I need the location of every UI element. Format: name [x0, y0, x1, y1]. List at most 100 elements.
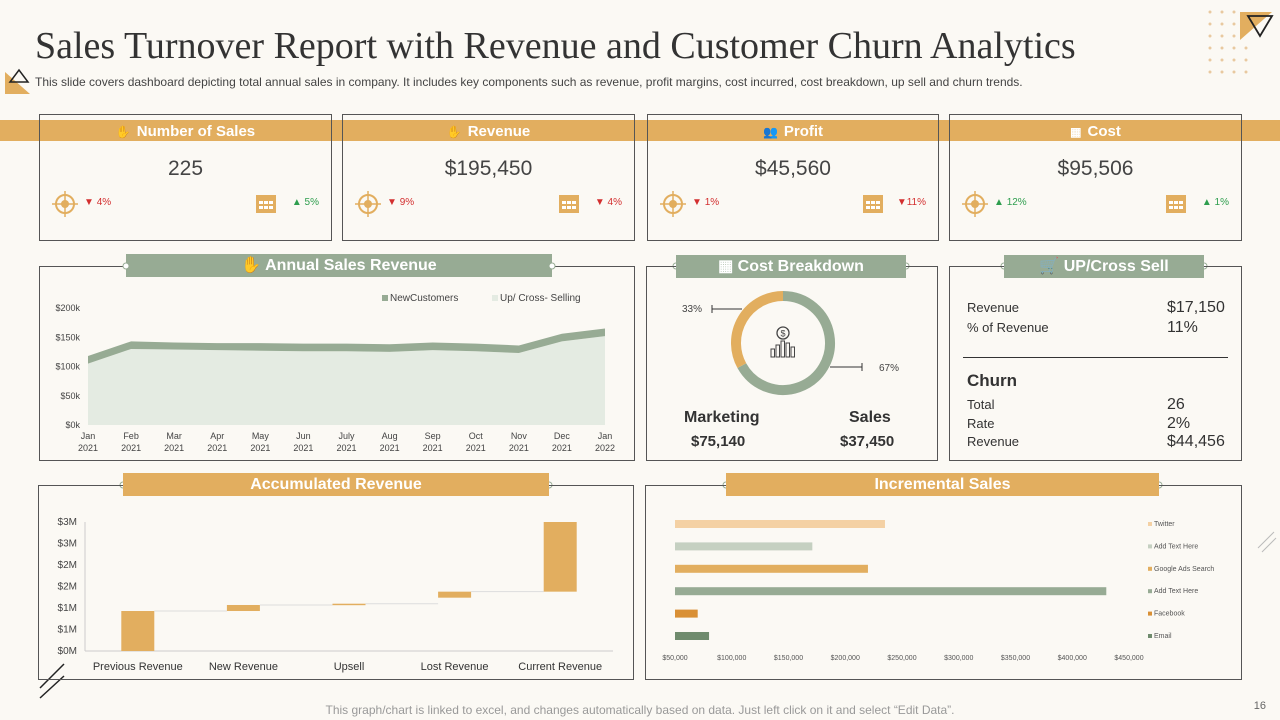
kpi-title: Cost	[1087, 123, 1121, 140]
waterfall-bar	[121, 611, 155, 651]
calendar-icon	[256, 195, 276, 213]
title-dot	[122, 262, 130, 270]
x-tick-label: $300,000	[944, 655, 973, 662]
x-tick-label: $400,000	[1058, 655, 1087, 662]
area-up-cross-selling	[88, 328, 605, 364]
people-icon: 👥	[762, 125, 778, 139]
waterfall-bar	[332, 603, 366, 606]
incremental-bar	[675, 564, 868, 573]
x-category-label: Current Revenue	[518, 661, 602, 673]
incremental-sales-title: Incremental Sales	[726, 473, 1159, 496]
kpi-title: Profit	[783, 123, 824, 140]
y-tick-label: $3M	[58, 539, 77, 550]
bar-icon	[775, 344, 780, 358]
legend-label: Add Text Here	[1154, 588, 1198, 595]
dollar-icon: $	[780, 329, 785, 339]
kpi-change-left: ▼ 9%	[387, 197, 415, 208]
incremental-bar	[675, 587, 1107, 596]
churn-total-label: Total	[967, 397, 995, 412]
sales-label: Sales	[849, 409, 891, 426]
hand-money-icon: ✋	[446, 125, 462, 139]
kpi-title: Revenue	[467, 123, 531, 140]
kpi-card-cost: ▦ Cost $95,506 ▲ 12% ▲ 1%	[949, 114, 1242, 241]
x-tick-year: 2022	[595, 443, 615, 453]
upsell-pct-label: % of Revenue	[967, 320, 1049, 335]
target-icon	[52, 191, 78, 217]
legend-swatch	[1148, 589, 1152, 594]
x-tick-year: 2021	[250, 443, 270, 453]
bar-icon	[785, 342, 790, 358]
churn-total-value: 26	[1167, 396, 1185, 413]
corner-outline-triangle-icon	[1246, 15, 1274, 38]
y-tick-label: $200k	[55, 303, 80, 313]
x-tick-month: Apr	[210, 431, 224, 441]
x-tick-year: 2021	[380, 443, 400, 453]
x-category-label: Previous Revenue	[93, 661, 183, 673]
slash-decoration	[39, 663, 65, 689]
kpi-change-right: ▼ 4%	[594, 197, 622, 208]
kpi-change-left: ▼ 1%	[692, 197, 720, 208]
waterfall-bar	[543, 522, 577, 592]
y-tick-label: $50k	[60, 391, 80, 401]
y-tick-label: $3M	[58, 517, 77, 528]
legend-swatch	[1148, 634, 1152, 638]
calendar-icon	[863, 195, 883, 213]
cost-breakdown-title: ▦ Cost Breakdown	[676, 255, 906, 278]
page-subtitle: This slide covers dashboard depicting to…	[35, 75, 1023, 89]
incremental-bar	[675, 609, 698, 618]
x-tick-month: Nov	[511, 431, 528, 441]
accumulated-revenue-title: Accumulated Revenue	[123, 473, 549, 496]
label-marketing-pct: 67%	[879, 363, 899, 374]
x-category-label: Upsell	[334, 661, 365, 673]
x-tick-year: 2021	[164, 443, 184, 453]
x-tick-label: $50,000	[662, 655, 687, 662]
kpi-change-right: ▲ 1%	[1201, 197, 1229, 208]
x-tick-month: Jan	[598, 431, 613, 441]
legend-swatch	[1148, 522, 1152, 526]
kpi-band	[0, 120, 1280, 141]
churn-revenue-value: $44,456	[1167, 433, 1225, 450]
divider	[963, 357, 1228, 358]
label-sales-pct: 33%	[682, 304, 702, 315]
sales-value: $37,450	[840, 433, 895, 450]
incremental-bar	[675, 520, 885, 528]
x-tick-month: Mar	[166, 431, 182, 441]
upsell-revenue-value: $17,150	[1167, 299, 1225, 316]
x-tick-year: 2021	[552, 443, 572, 453]
chart-icon: ✋	[241, 257, 266, 274]
page-title: Sales Turnover Report with Revenue and C…	[35, 25, 1076, 67]
x-tick-year: 2021	[121, 443, 141, 453]
x-tick-year: 2021	[336, 443, 356, 453]
kpi-card-revenue: ✋ Revenue $195,450 ▼ 9% ▼ 4%	[342, 114, 635, 241]
y-tick-label: $150k	[55, 332, 80, 342]
incremental-bar	[675, 632, 710, 640]
kpi-change-left: ▼ 4%	[84, 197, 112, 208]
page-number: 16	[1253, 700, 1266, 712]
x-tick-year: 2021	[293, 443, 313, 453]
hand-coins-icon: ✋	[115, 125, 131, 139]
kpi-value: 225	[167, 157, 204, 180]
target-icon	[355, 191, 381, 217]
legend-label: Email	[1154, 633, 1172, 640]
waterfall-bar	[438, 591, 472, 598]
legend-up-cross-selling: Up/ Cross- Selling	[500, 293, 581, 304]
x-tick-month: Dec	[554, 431, 571, 441]
corner-triangle-decoration	[1240, 12, 1272, 40]
kpi-card-number-of-sales: ✋ Number of Sales 225 ▼ 4% ▲ 5%	[39, 114, 332, 241]
target-icon	[660, 191, 686, 217]
dot-grid-decoration	[1208, 10, 1248, 74]
x-category-label: New Revenue	[209, 661, 278, 673]
x-tick-year: 2021	[207, 443, 227, 453]
legend-swatch	[1148, 544, 1152, 549]
x-tick-month: May	[252, 431, 270, 441]
x-tick-year: 2021	[509, 443, 529, 453]
left-triangle-decoration	[5, 72, 30, 94]
x-tick-month: Jan	[81, 431, 96, 441]
legend-swatch-upsell	[492, 295, 498, 301]
kpi-value: $95,506	[1057, 157, 1134, 180]
x-tick-month: Jun	[296, 431, 311, 441]
y-tick-label: $2M	[58, 560, 77, 571]
calendar-icon	[559, 195, 579, 213]
